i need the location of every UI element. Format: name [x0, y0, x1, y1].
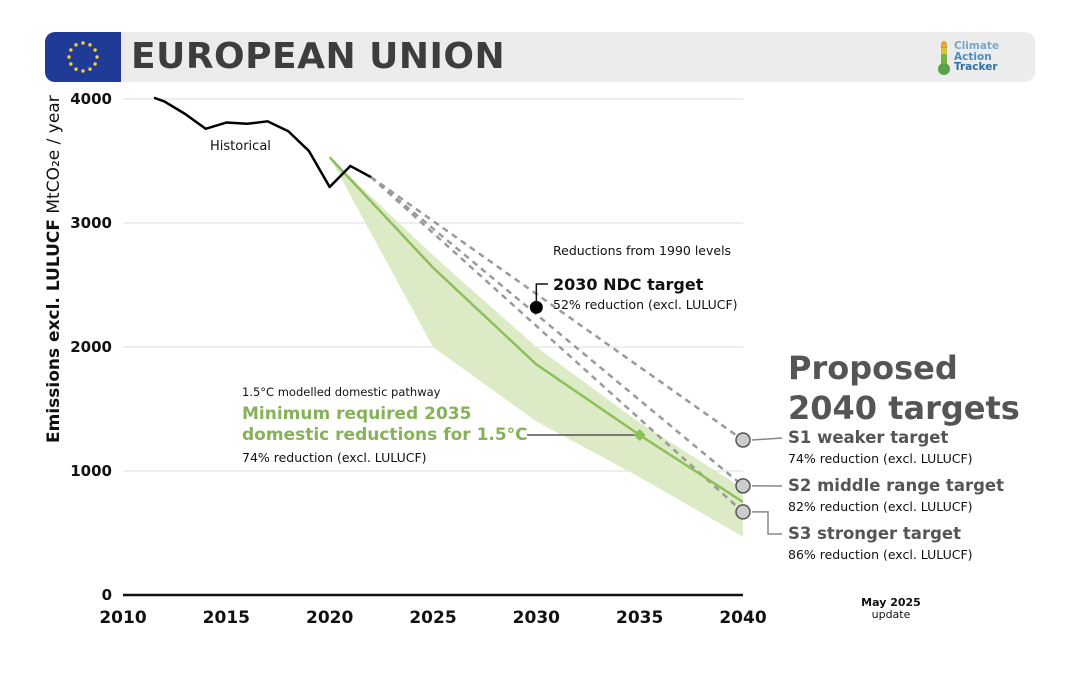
- y-tick-label-2000: 2000: [70, 338, 112, 356]
- annotation-leaders: [527, 283, 783, 535]
- y-tick-label-3000: 3000: [70, 214, 112, 232]
- historical-label: Historical: [210, 139, 271, 154]
- pathway-headline-1: Minimum required 2035: [242, 404, 472, 424]
- target-s1-leader: [751, 437, 783, 441]
- x-tick-label-2030: 2030: [513, 608, 560, 628]
- target-s3-marker: [735, 504, 751, 520]
- target-s1-marker: [735, 432, 751, 448]
- pathway-line: [328, 156, 744, 504]
- reductions-note: Reductions from 1990 levels: [553, 243, 732, 258]
- pathway-range-area: [329, 157, 743, 537]
- pathway-detail: 74% reduction (excl. LULUCF): [242, 450, 427, 465]
- target-s2-marker: [735, 478, 751, 494]
- update-date: May 2025: [861, 596, 921, 609]
- y-axis-label: Emissions excl. LULUCF MtCO₂e / year: [44, 93, 64, 443]
- target-s3-detail: 86% reduction (excl. LULUCF): [788, 547, 973, 562]
- x-tick-label-2015: 2015: [203, 608, 250, 628]
- logo-line-tracker: Tracker: [954, 61, 998, 73]
- target-s3-leader: [752, 511, 782, 535]
- y-tick-label-0: 0: [102, 586, 112, 604]
- target-s1-detail: 74% reduction (excl. LULUCF): [788, 451, 973, 466]
- ndc-2030-marker: [529, 300, 543, 314]
- x-tick-label-2020: 2020: [306, 608, 353, 628]
- historical-line: [153, 96, 372, 189]
- pathway-headline-2: domestic reductions for 1.5°C: [242, 425, 528, 445]
- header-bar: EUROPEAN UNION Climate Action Tracker: [45, 32, 1035, 82]
- historical-series-line: [153, 96, 372, 189]
- update-stamp: May 2025 update: [850, 597, 932, 621]
- target-s2-label: S2 middle range target: [788, 476, 1004, 495]
- targets-title-2: 2040 targets: [788, 389, 1020, 427]
- eu-flag-icon: [45, 32, 121, 82]
- eu-star-icon: [93, 62, 97, 66]
- targets-title-1: Proposed: [788, 349, 958, 387]
- pathway-15c-line: [328, 156, 744, 504]
- pathway-range-band: [329, 157, 743, 537]
- tick-labels: 0 1000 2000 3000 4000 2010 2015 2020 2025 2030 203…: [70, 90, 767, 628]
- pathway-2035-marker: [633, 429, 646, 442]
- eu-star-icon: [88, 67, 92, 71]
- thermometer-icon: [938, 41, 950, 75]
- eu-star-icon: [67, 55, 71, 59]
- x-tick-label-2025: 2025: [409, 608, 456, 628]
- target-s1-label: S1 weaker target: [788, 428, 949, 447]
- climate-action-tracker-logo: Climate Action Tracker: [937, 40, 1007, 76]
- x-tick-label-2010: 2010: [99, 608, 146, 628]
- update-word: update: [871, 608, 911, 621]
- eu-star-icon: [93, 48, 97, 52]
- y-axis-label-bold: Emissions excl. LULUCF: [44, 219, 64, 443]
- target-s2-detail: 82% reduction (excl. LULUCF): [788, 499, 973, 514]
- y-tick-label-4000: 4000: [70, 90, 112, 108]
- eu-star-icon: [69, 62, 73, 66]
- ndc-2030-detail: 52% reduction (excl. LULUCF): [553, 297, 738, 312]
- ndc-leader-line: [535, 283, 548, 308]
- logo-line-action: Action: [954, 50, 992, 63]
- dashed-line-s2: [370, 176, 744, 487]
- markers: [529, 300, 751, 520]
- eu-star-icon: [88, 43, 92, 47]
- y-tick-label-1000: 1000: [70, 462, 112, 480]
- pathway-small-label: 1.5°C modelled domestic pathway: [242, 385, 441, 399]
- x-tick-label-2040: 2040: [719, 608, 766, 628]
- target-dashed-lines: [370, 176, 744, 513]
- ndc-2030-label: 2030 NDC target: [553, 275, 704, 294]
- eu-star-icon: [69, 48, 73, 52]
- logo-line-climate: Climate: [954, 40, 1000, 52]
- eu-star-icon: [81, 41, 85, 45]
- dashed-line-s1: [370, 176, 744, 442]
- eu-star-icon: [81, 69, 85, 73]
- x-tick-label-2035: 2035: [616, 608, 663, 628]
- eu-star-icon: [74, 43, 78, 47]
- eu-star-icon: [95, 55, 99, 59]
- eu-star-icon: [74, 67, 78, 71]
- page-title: EUROPEAN UNION: [131, 36, 506, 77]
- target-s3-label: S3 stronger target: [788, 524, 961, 543]
- y-axis-label-unit: MtCO₂e / year: [44, 95, 64, 214]
